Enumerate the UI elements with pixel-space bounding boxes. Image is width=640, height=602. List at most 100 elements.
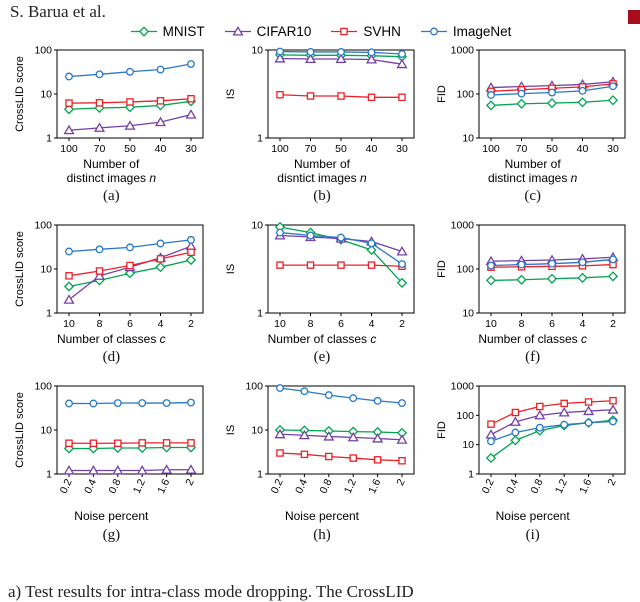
svg-text:0.8: 0.8 [528,478,545,496]
svg-text:10: 10 [251,45,263,57]
svg-text:10: 10 [462,133,474,145]
chart-g: 1 10 100 CrossLID score 0.2 0.4 0.8 1.2 1.6 2 Nois… [6,380,217,543]
svg-text:10: 10 [251,220,263,232]
svg-text:IS: IS [225,264,237,274]
diamond-marker-icon [130,26,157,37]
chart-c: 10 100 1000 FID 100 70 50 40 30 Number of distinct… [427,44,638,205]
svg-text:2: 2 [399,318,405,330]
svg-text:10: 10 [274,318,286,330]
x-axis-label: Noise percent [284,509,360,524]
series-imagenet [276,47,406,58]
svg-text:2: 2 [184,478,197,489]
series-svhn [65,248,196,280]
series-mnist [274,222,408,289]
svg-text:100: 100 [35,45,53,57]
legend-item-cifar10: CIFAR10 [223,24,312,39]
series-imagenet [486,82,617,99]
chart-e: 1 10 IS 10 8 6 4 2 Number of classes c (e) [217,219,428,366]
svg-text:0.2: 0.2 [269,478,286,496]
svg-text:100: 100 [35,381,53,393]
x-axis-label: Number of distinct images n [487,157,578,186]
figure-grid: 1 10 100 CrossLID score 100 70 50 40 30 Number of… [6,44,638,544]
svg-text:FID: FID [436,422,448,440]
svg-text:1.2: 1.2 [553,478,570,496]
svg-text:2: 2 [394,478,407,489]
svg-text:1: 1 [257,133,263,145]
svg-text:CrossLID score: CrossLID score [14,231,26,307]
series-imagenet [486,417,617,446]
chart-svg-c: 10 100 1000 FID 100 70 50 40 30 [436,45,626,155]
subplot-caption: (h) [313,526,331,543]
circle-marker-icon [420,27,447,36]
svg-text:1: 1 [257,308,263,320]
svg-text:10: 10 [41,89,53,101]
svg-text:10: 10 [41,264,53,276]
svg-text:10: 10 [462,440,474,452]
subplot-caption: (e) [313,349,331,366]
svg-text:40: 40 [366,143,378,155]
triangle-marker-icon [224,26,251,36]
x-axis-label: Number of classes c [56,332,166,347]
chart-svg-i: 1 10 100 1000 FID 0.2 0.4 0.8 1.2 1.6 2 [436,381,626,496]
svg-text:2: 2 [610,318,616,330]
series-svhn [276,91,406,102]
svg-text:50: 50 [124,143,136,155]
svg-text:0.4: 0.4 [504,478,521,496]
series-mnist [485,271,618,286]
svg-text:1.2: 1.2 [131,478,148,496]
svg-text:40: 40 [576,143,588,155]
legend-item-mnist: MNIST [129,24,205,39]
svg-text:4: 4 [158,318,164,330]
svg-text:0.2: 0.2 [58,478,75,496]
svg-text:6: 6 [127,318,133,330]
figure-caption: a) Test results for intra-class mode dro… [8,582,414,601]
series-cifar10 [63,464,197,476]
x-axis-label: Number of classes c [478,332,588,347]
series-imagenet [65,399,196,408]
series-imagenet [276,228,406,269]
svg-text:0.4: 0.4 [293,478,310,496]
series-cifar10 [63,109,197,135]
svg-text:100: 100 [35,220,53,232]
x-axis-label: Noise percent [495,509,570,524]
series-mnist [485,415,618,464]
svg-text:50: 50 [335,143,347,155]
series-imagenet [65,236,196,256]
legend-label: CIFAR10 [256,24,312,39]
square-marker-icon [331,27,358,36]
chart-svg-b: 1 10 IS 100 70 50 40 30 [225,45,415,155]
svg-text:6: 6 [549,318,555,330]
svg-text:10: 10 [63,318,75,330]
svg-text:70: 70 [94,143,106,155]
svg-text:4: 4 [579,318,585,330]
chart-i: 1 10 100 1000 FID 0.2 0.4 0.8 1.2 1.6 2 Noise perce… [427,380,638,543]
page-number-marker [628,10,640,24]
svg-text:0.8: 0.8 [107,478,124,496]
svg-text:1: 1 [257,469,263,481]
chart-h: 1 10 100 IS 0.2 0.4 0.8 1.2 1.6 2 Noise percent (h) [217,380,428,543]
svg-text:0.8: 0.8 [317,478,334,496]
running-header: S. Barua et al. [10,2,106,21]
chart-svg-d: 1 10 100 CrossLID score 10 8 6 4 2 [14,220,204,330]
svg-text:40: 40 [155,143,167,155]
svg-text:1: 1 [46,308,52,320]
subplot-caption: (c) [524,188,541,205]
chart-f: 10 100 1000 FID 10 8 6 4 2 Number of classes c (f) [427,219,638,366]
series-imagenet [486,255,617,270]
svg-text:1: 1 [468,469,474,481]
chart-svg-h: 1 10 100 IS 0.2 0.4 0.8 1.2 1.6 2 [225,381,415,496]
series-svhn [276,261,406,271]
series-cifar10 [485,404,619,440]
series-cifar10 [274,53,408,69]
series-mnist [64,442,197,455]
svg-text:100: 100 [482,143,500,155]
series-imagenet [65,60,196,81]
svg-text:8: 8 [97,318,103,330]
svg-text:1000: 1000 [450,381,474,393]
subplot-caption: (d) [102,349,121,366]
svg-text:1.6: 1.6 [156,478,173,496]
svg-text:1000: 1000 [450,220,474,232]
subplot-caption: (b) [313,188,331,205]
svg-text:100: 100 [271,143,289,155]
svg-text:2: 2 [605,478,618,489]
